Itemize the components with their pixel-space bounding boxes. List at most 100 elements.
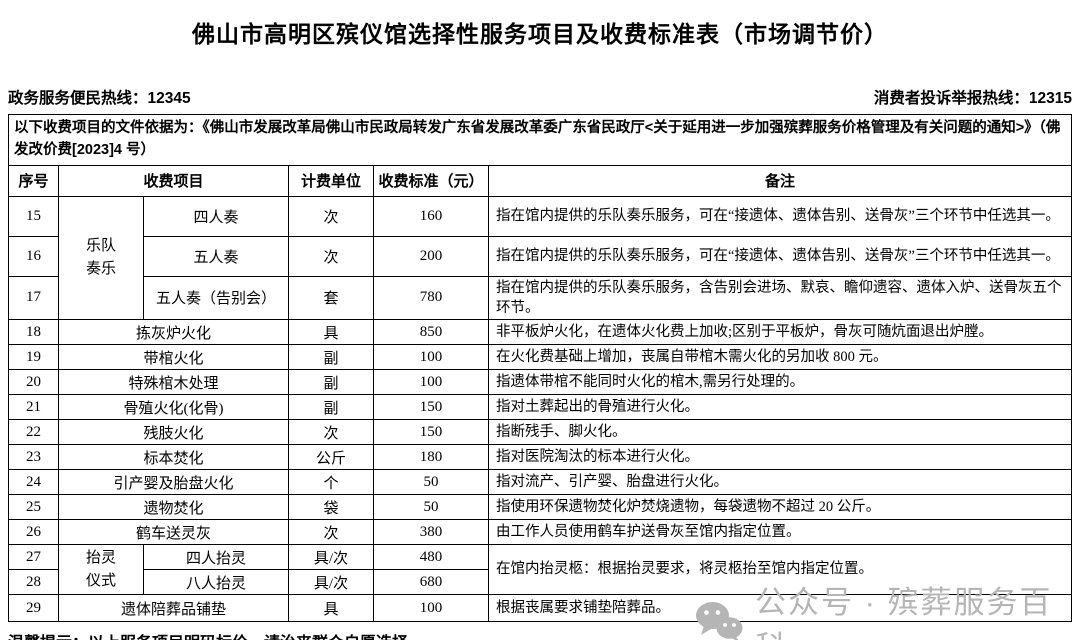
table-row: 28 八人抬灵 具/次 680	[8, 569, 1072, 596]
table-cell: 袋	[288, 494, 374, 521]
table-row: 29 遗体陪葬品铺垫具 100 根据丧属要求铺垫陪葬品。	[8, 594, 1072, 623]
table-cell: 公斤	[288, 444, 374, 471]
table-cell: 24	[8, 469, 59, 496]
table-cell: 100	[373, 344, 489, 371]
table-cell: 遗体陪葬品铺垫	[58, 594, 289, 623]
header-unit: 计费单位	[288, 164, 374, 197]
table-cell: 28	[8, 569, 59, 596]
table-cell: 具	[288, 594, 374, 623]
table-cell: 四人抬灵	[143, 544, 289, 571]
table-cell: 副	[288, 344, 374, 371]
table-cell: 21	[8, 394, 59, 421]
table-cell: 具	[288, 319, 374, 346]
table-cell: 次	[288, 519, 374, 546]
table-row: 24 引产婴及胎盘火化个 50 指对流产、引产婴、胎盘进行火化。	[8, 469, 1072, 496]
table-cell: 五人奏	[143, 235, 289, 277]
table-cell: 22	[8, 419, 59, 446]
remark-cell: 指遗体带棺不能同时火化的棺木,需另行处理的。	[488, 369, 1072, 396]
table-cell: 骨殖火化(化骨)	[58, 394, 289, 421]
table-row: 20 特殊棺木处理副 100 指遗体带棺不能同时火化的棺木,需另行处理的。	[8, 369, 1072, 396]
table-cell: 180	[373, 444, 489, 471]
page-title: 佛山市高明区殡仪馆选择性服务项目及收费标准表（市场调节价）	[192, 21, 888, 47]
table-cell: 780	[373, 275, 489, 321]
table-cell: 19	[8, 344, 59, 371]
table-cell: 套	[288, 275, 374, 321]
remark-cell: 指在馆内提供的乐队奏乐服务，可在“接遗体、遗体告别、送骨灰”三个环节中任选其一。	[488, 235, 1072, 277]
remark-cell: 指对土葬起出的骨殖进行火化。	[488, 394, 1072, 421]
table-cell: 26	[8, 519, 59, 546]
remark-cell: 指断残手、脚火化。	[488, 419, 1072, 446]
table-cell: 残肢火化	[58, 419, 289, 446]
table-row: 15 乐队 奏乐 四人奏次 160 指在馆内提供的乐队奏乐服务，可在“接遗体、遗体告别、…	[8, 195, 1072, 321]
table-cell: 25	[8, 494, 59, 521]
table-cell: 次	[288, 235, 374, 277]
table-cell: 380	[373, 519, 489, 546]
table-row: 26 鹤车送灵灰次 380 由工作人员使用鹤车护送骨灰至馆内指定位置。	[8, 519, 1072, 546]
table-cell: 16	[8, 235, 59, 277]
table-cell: 160	[373, 195, 489, 237]
table-cell: 680	[373, 569, 489, 596]
table-row: 25 遗物焚化袋 50 指使用环保遗物焚化炉焚烧遗物，每袋遗物不超过 20 公斤。	[8, 494, 1072, 521]
table-cell: 拣灰炉火化	[58, 319, 289, 346]
table-cell: 100	[373, 594, 489, 623]
table-cell: 23	[8, 444, 59, 471]
remark-cell: 由工作人员使用鹤车护送骨灰至馆内指定位置。	[488, 519, 1072, 546]
table-cell: 50	[373, 469, 489, 496]
header-remark: 备注	[488, 164, 1072, 197]
remark-cell: 非平板炉火化，在遗体火化费上加收;区别于平板炉，骨灰可随炕面退出炉膛。	[488, 319, 1072, 346]
table-cell: 15	[8, 195, 59, 237]
table-row: 22 残肢火化次 150 指断残手、脚火化。	[8, 419, 1072, 446]
table-cell: 850	[373, 319, 489, 346]
header-price: 收费标准（元）	[373, 164, 489, 197]
table-cell: 次	[288, 195, 374, 237]
table-cell: 具/次	[288, 544, 374, 571]
table-cell: 标本焚化	[58, 444, 289, 471]
remark-cell: 指对流产、引产婴、胎盘进行火化。	[488, 469, 1072, 496]
table-cell: 个	[288, 469, 374, 496]
remark-cell: 在火化费基础上增加，丧属自带棺木需火化的另加收 800 元。	[488, 344, 1072, 371]
table-cell: 鹤车送灵灰	[58, 519, 289, 546]
table-cell: 遗物焚化	[58, 494, 289, 521]
remark-cell: 指在馆内提供的乐队奏乐服务，可在“接遗体、遗体告别、送骨灰”三个环节中任选其一。	[488, 195, 1072, 237]
hotline-right: 消费者投诉举报热线：12315	[873, 90, 1072, 107]
table-cell: 200	[373, 235, 489, 277]
hotline-bar: 政务服务便民热线：12345 消费者投诉举报热线：12315	[8, 86, 1072, 108]
remark-cell: 根据丧属要求铺垫陪葬品。	[488, 594, 1072, 623]
table-row: 16 五人奏次 200 指在馆内提供的乐队奏乐服务，可在“接遗体、遗体告别、送骨灰”三…	[8, 235, 1072, 277]
remark-cell: 指使用环保遗物焚化炉焚烧遗物，每袋遗物不超过 20 公斤。	[488, 494, 1072, 521]
table-cell: 抬灵 仪式	[58, 544, 144, 596]
table-cell: 150	[373, 394, 489, 421]
table-cell: 乐队 奏乐	[58, 195, 144, 321]
table-cell: 17	[8, 275, 59, 321]
fee-table-body: 15 乐队 奏乐 四人奏次 160 指在馆内提供的乐队奏乐服务，可在“接遗体、遗体告别、…	[8, 195, 1072, 623]
remark-cell: 在馆内抬灵柩：根据抬灵要求，将灵柩抬至馆内指定位置。	[488, 544, 1072, 596]
table-cell: 27	[8, 544, 59, 571]
fee-table: 以下收费项目的文件依据为：《佛山市发展改革局佛山市民政局转发广东省发展改革委广东…	[8, 114, 1072, 623]
remark-cell: 指在馆内提供的乐队奏乐服务，含告别会进场、默哀、瞻仰遗容、遗体入炉、送骨灰五个环…	[488, 275, 1072, 321]
header-row: 序号 收费项目 计费单位 收费标准（元） 备注	[8, 164, 1072, 197]
table-row: 21 骨殖火化(化骨) 副 150 指对土葬起出的骨殖进行火化。	[8, 394, 1072, 421]
table-cell: 具/次	[288, 569, 374, 596]
table-cell: 50	[373, 494, 489, 521]
table-cell: 480	[373, 544, 489, 571]
table-row: 27 抬灵 仪式 四人抬灵 具/次 480 在馆内抬灵柩：根据抬灵要求，将灵柩抬至馆内指定…	[8, 544, 1072, 596]
table-row: 17 五人奏（告别会）套 780 指在馆内提供的乐队奏乐服务，含告别会进场、默哀、瞻仰…	[8, 275, 1072, 321]
table-cell: 次	[288, 419, 374, 446]
table-cell: 100	[373, 369, 489, 396]
table-cell: 150	[373, 419, 489, 446]
table-cell: 副	[288, 369, 374, 396]
hotline-left: 政务服务便民热线：12345	[8, 90, 191, 107]
table-cell: 八人抬灵	[143, 569, 289, 596]
footer-note: 温馨提示：以上服务项目明码标价，请治丧群众自愿选择。	[8, 629, 1072, 640]
table-cell: 20	[8, 369, 59, 396]
table-row: 23 标本焚化 公斤 180 指对医院淘汰的标本进行火化。	[8, 444, 1072, 471]
table-cell: 特殊棺木处理	[58, 369, 289, 396]
table-cell: 引产婴及胎盘火化	[58, 469, 289, 496]
header-no: 序号	[8, 164, 59, 197]
notice-text: 以下收费项目的文件依据为：《佛山市发展改革局佛山市民政局转发广东省发展改革委广东…	[8, 114, 1072, 166]
table-cell: 29	[8, 594, 59, 623]
notice-row: 以下收费项目的文件依据为：《佛山市发展改革局佛山市民政局转发广东省发展改革委广东…	[8, 114, 1072, 166]
table-row: 18 拣灰炉火化具 850 非平板炉火化，在遗体火化费上加收;区别于平板炉，骨灰可随炕…	[8, 319, 1072, 346]
table-cell: 副	[288, 394, 374, 421]
